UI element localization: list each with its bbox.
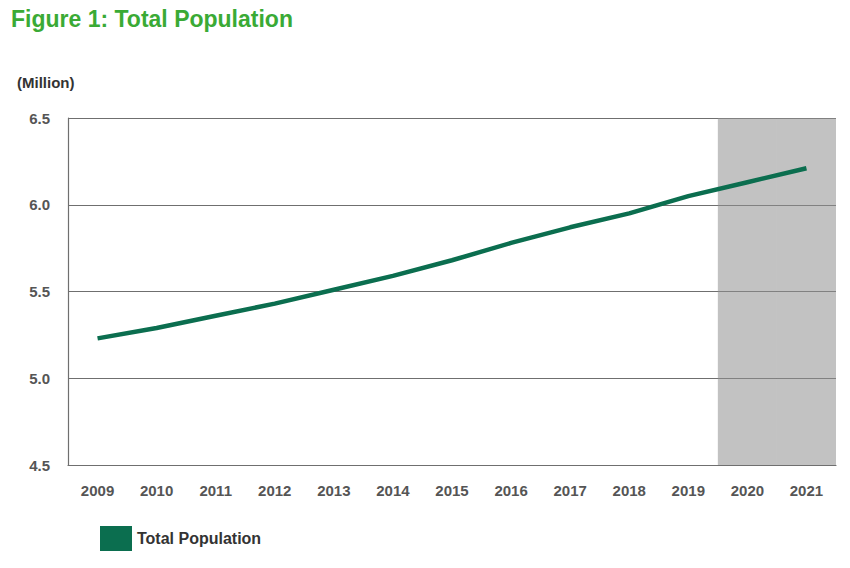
svg-text:4.5: 4.5 [29,457,50,474]
svg-text:2018: 2018 [613,482,646,499]
svg-text:2011: 2011 [199,482,232,499]
svg-text:2014: 2014 [376,482,410,499]
svg-text:(Million): (Million) [17,74,74,91]
svg-text:5.5: 5.5 [29,283,50,300]
svg-text:2021: 2021 [790,482,823,499]
svg-text:Total Population: Total Population [137,530,261,547]
svg-text:2010: 2010 [140,482,173,499]
svg-text:Figure 1: Total Population: Figure 1: Total Population [11,6,293,32]
svg-text:2020: 2020 [731,482,764,499]
svg-text:2016: 2016 [494,482,527,499]
svg-text:2012: 2012 [258,482,291,499]
svg-text:2019: 2019 [672,482,705,499]
svg-text:2009: 2009 [81,482,114,499]
svg-text:6.0: 6.0 [29,196,50,213]
svg-text:6.5: 6.5 [29,110,50,127]
svg-text:2013: 2013 [317,482,350,499]
svg-text:2015: 2015 [435,482,468,499]
svg-text:5.0: 5.0 [29,370,50,387]
svg-text:2017: 2017 [553,482,586,499]
